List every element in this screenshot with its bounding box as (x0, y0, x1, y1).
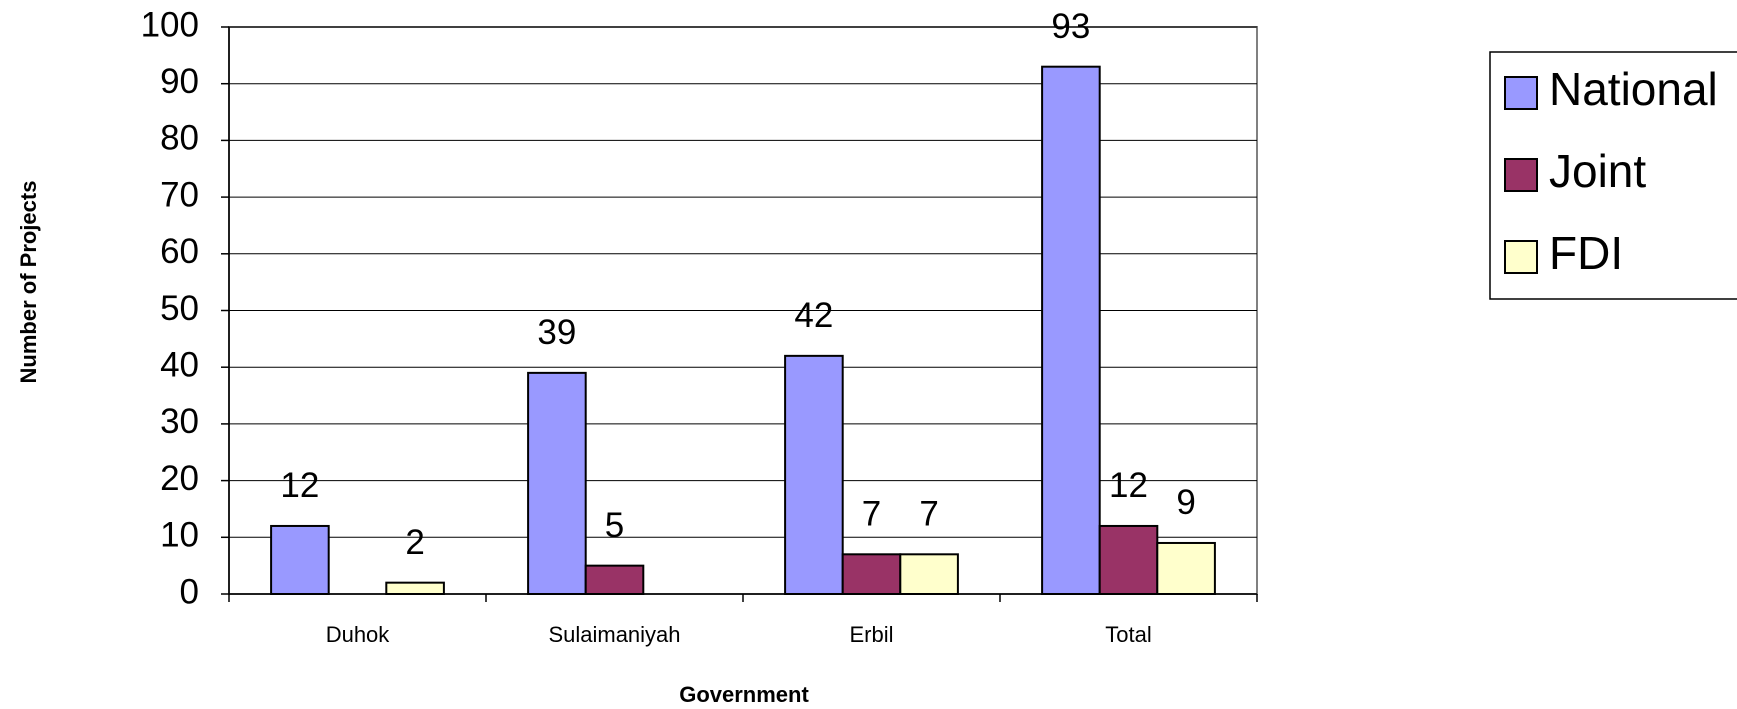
y-tick-label: 0 (180, 572, 199, 611)
data-label: 93 (1051, 7, 1090, 46)
y-tick-label: 30 (160, 402, 199, 441)
data-label: 7 (919, 495, 938, 534)
bar (527, 371, 587, 595)
bar (270, 524, 330, 596)
x-tick-label: Erbil (849, 622, 893, 647)
y-tick-label: 60 (160, 232, 199, 271)
y-tick-label: 50 (160, 289, 199, 328)
x-tick-label: Duhok (326, 622, 391, 647)
data-label: 39 (537, 313, 576, 352)
bar (784, 354, 844, 595)
y-tick-label: 20 (160, 459, 199, 498)
y-tick-label: 100 (141, 5, 199, 44)
bar (1098, 524, 1159, 596)
data-label: 2 (405, 523, 424, 562)
legend-label: FDI (1549, 227, 1623, 279)
data-label: 12 (280, 466, 319, 505)
legend-label: Joint (1549, 145, 1646, 197)
legend-swatch (1504, 76, 1538, 110)
y-tick-label: 40 (160, 345, 199, 384)
bar (385, 581, 445, 595)
bar (584, 564, 645, 596)
x-tick-label: Sulaimaniyah (548, 622, 680, 647)
y-tick-label: 10 (160, 516, 199, 555)
bar (841, 553, 902, 595)
legend-swatch (1504, 240, 1538, 274)
x-axis-title: Government (679, 682, 809, 707)
data-label: 7 (862, 495, 881, 534)
y-axis-title: Number of Projects (16, 181, 41, 384)
data-label: 5 (605, 506, 624, 545)
legend-label: National (1549, 63, 1718, 115)
bar (1156, 541, 1216, 595)
data-label: 9 (1176, 483, 1195, 522)
x-tick-label: Total (1105, 622, 1151, 647)
legend-swatch (1504, 158, 1538, 192)
data-label: 12 (1109, 466, 1148, 505)
bar (1041, 65, 1101, 595)
y-tick-label: 90 (160, 62, 199, 101)
y-tick-label: 70 (160, 175, 199, 214)
y-tick-label: 80 (160, 119, 199, 158)
data-label: 42 (794, 296, 833, 335)
bar (899, 553, 959, 595)
